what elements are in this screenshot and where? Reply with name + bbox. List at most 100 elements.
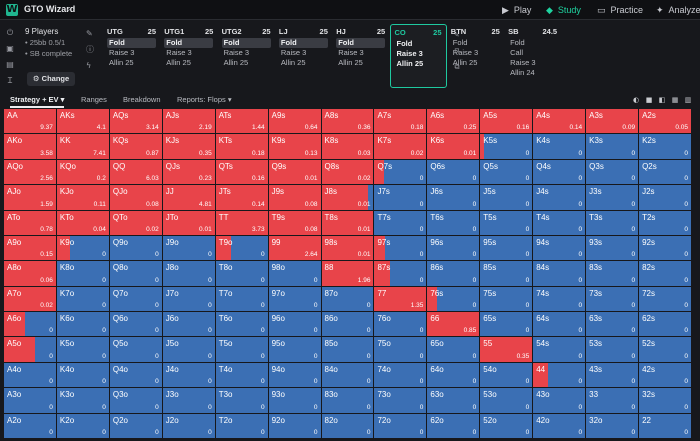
position-card-lj[interactable]: LJ 25 Fold Raise 3 Allin 25 <box>275 24 332 88</box>
action-option[interactable]: Allin 25 <box>280 58 306 67</box>
hand-cell[interactable]: 95o 0 <box>268 337 322 363</box>
hand-cell[interactable]: A9o 0.15 <box>4 235 57 262</box>
hand-cell[interactable]: QQ 6.03 <box>109 159 163 186</box>
hand-cell[interactable]: 53o 0 <box>480 388 534 414</box>
view-table-icon[interactable]: ▥ <box>684 96 692 104</box>
hand-cell[interactable]: K3o 0 <box>56 388 110 414</box>
hand-cell[interactable]: J5o 0 <box>162 337 216 363</box>
hand-cell[interactable]: AQs 3.14 <box>109 109 163 135</box>
hand-cell[interactable]: K9s 0.13 <box>268 134 322 160</box>
hand-cell[interactable]: J8s 0.01 <box>321 185 375 211</box>
action-option[interactable]: Fold <box>452 38 468 47</box>
hand-cell[interactable]: J5s 0 <box>480 185 534 211</box>
pencil-icon[interactable]: ✎ <box>86 29 93 38</box>
hand-cell[interactable]: 86s 0 <box>427 261 481 287</box>
hand-cell[interactable]: 82s 0 <box>639 261 692 287</box>
hand-cell[interactable]: AJs 2.19 <box>162 109 216 135</box>
hand-cell[interactable]: A2o 0 <box>4 413 57 439</box>
hand-cell[interactable]: AJo 1.59 <box>4 185 57 211</box>
hand-cell[interactable]: 53s 0 <box>586 337 640 363</box>
hand-cell[interactable]: 65s 0 <box>480 312 534 338</box>
hand-cell[interactable]: 93o 0 <box>268 388 322 414</box>
action-option[interactable]: Raise 3 <box>280 48 307 57</box>
hand-cell[interactable]: J9s 0.08 <box>268 185 322 211</box>
hand-cell[interactable]: K5s 0 <box>480 134 534 160</box>
action-option[interactable]: Raise 3 <box>166 48 192 57</box>
hand-cell[interactable]: T9s 0.08 <box>268 210 322 236</box>
hand-cell[interactable]: KQo 0.2 <box>56 159 110 186</box>
hand-cell[interactable]: K3s 0 <box>586 134 640 160</box>
hand-cell[interactable]: A7s 0.18 <box>374 109 428 135</box>
action-option[interactable]: Fold <box>510 38 525 47</box>
hand-cell[interactable]: 94o 0 <box>268 362 322 389</box>
position-card-utg[interactable]: UTG 25 Fold Raise 3 Allin 25 <box>103 24 160 88</box>
action-option[interactable]: Raise 3 <box>338 48 364 57</box>
hand-cell[interactable]: 72s 0 <box>639 286 692 313</box>
hand-cell[interactable]: 76s 0 <box>427 286 481 313</box>
hand-cell[interactable]: 86o 0 <box>321 312 375 338</box>
hand-cell[interactable]: J3o 0 <box>162 388 216 414</box>
hand-cell[interactable]: T5o 0 <box>215 337 269 363</box>
hand-cell[interactable]: 95s 0 <box>480 235 534 262</box>
action-option[interactable]: Raise 3 <box>510 58 536 67</box>
tab-ranges[interactable]: Ranges <box>81 94 107 108</box>
save-icon[interactable]: ▣ <box>6 44 14 53</box>
hand-cell[interactable]: A5s 0.16 <box>480 109 534 135</box>
hand-cell[interactable]: 96o 0 <box>268 312 322 338</box>
hand-cell[interactable]: A6s 0.25 <box>427 109 481 135</box>
action-option[interactable]: Allin 24 <box>510 68 535 77</box>
hand-cell[interactable]: K8s 0.03 <box>321 134 375 160</box>
hand-cell[interactable]: 88 1.96 <box>321 261 375 287</box>
hand-cell[interactable]: 94s 0 <box>533 235 587 262</box>
hand-cell[interactable]: QJo 0.08 <box>109 185 163 211</box>
hand-cell[interactable]: KQs 0.87 <box>109 134 163 160</box>
lock-icon[interactable]: ⊓ <box>454 47 460 55</box>
hand-cell[interactable]: Q3s 0 <box>586 159 640 186</box>
hand-cell[interactable]: A7o 0.02 <box>4 286 57 313</box>
hand-cell[interactable]: T5s 0 <box>480 210 534 236</box>
action-option[interactable]: Raise 3 <box>223 48 250 57</box>
change-button[interactable]: ⚙ Change <box>27 72 75 86</box>
hand-cell[interactable]: 43o 0 <box>533 388 587 414</box>
hand-cell[interactable]: T6o 0 <box>215 312 269 338</box>
hand-cell[interactable]: J2o 0 <box>162 413 216 439</box>
pencil-icon[interactable]: ✎ <box>453 31 460 39</box>
view-grid-icon[interactable]: ▦ <box>671 96 679 104</box>
hand-cell[interactable]: 92s 0 <box>639 235 692 262</box>
hand-cell[interactable]: J6o 0 <box>162 312 216 338</box>
action-option[interactable]: Fold <box>107 38 156 48</box>
folder-icon[interactable]: ▤ <box>6 60 14 69</box>
position-card-utg1[interactable]: UTG1 25 Fold Raise 3 Allin 25 <box>160 24 217 88</box>
action-option[interactable]: Fold <box>164 38 214 48</box>
hand-cell[interactable]: A2s 0.05 <box>639 109 692 135</box>
hand-cell[interactable]: 85s 0 <box>480 261 534 287</box>
hand-cell[interactable]: T2s 0 <box>639 210 692 236</box>
hand-cell[interactable]: 76o 0 <box>374 312 428 338</box>
hand-cell[interactable]: 42o 0 <box>533 413 587 439</box>
hand-cell[interactable]: 66 0.85 <box>427 312 481 338</box>
hand-cell[interactable]: Q2s 0 <box>639 159 692 186</box>
hand-cell[interactable]: 85o 0 <box>321 337 375 363</box>
hand-cell[interactable]: Q2o 0 <box>109 413 163 439</box>
hand-cell[interactable]: 77 1.35 <box>374 286 428 313</box>
hand-cell[interactable]: J2s 0 <box>639 185 692 211</box>
action-option[interactable]: Call <box>510 48 524 57</box>
action-option[interactable]: Raise 3 <box>452 48 479 57</box>
hand-cell[interactable]: Q7s 0 <box>374 159 428 186</box>
hand-cell[interactable]: 52o 0 <box>480 413 534 439</box>
hand-cell[interactable]: Q4o 0 <box>109 362 163 389</box>
position-card-co[interactable]: CO 25 Fold Raise 3 Allin 25 ✎ ⊓ ⧉ <box>389 24 460 88</box>
chevron-down-icon[interactable]: ⌄ <box>65 4 72 13</box>
position-card-hj[interactable]: HJ 25 Fold Raise 3 Allin 25 <box>332 24 389 88</box>
hand-cell[interactable]: J9o 0 <box>162 235 216 262</box>
action-option[interactable]: Raise 3 <box>109 48 135 57</box>
hand-cell[interactable]: 44 0 <box>533 362 587 389</box>
hand-cell[interactable]: T8o 0 <box>215 261 269 287</box>
hand-cell[interactable]: KJo 0.11 <box>56 185 110 211</box>
hand-cell[interactable]: J7s 0 <box>374 185 428 211</box>
hand-cell[interactable]: 32s 0 <box>639 388 692 414</box>
tab-reports-flops[interactable]: Reports: Flops ▾ <box>177 94 232 108</box>
hand-cell[interactable]: 62s 0 <box>639 312 692 338</box>
hand-cell[interactable]: QJs 0.23 <box>162 159 216 186</box>
hand-cell[interactable]: 84o 0 <box>321 362 375 389</box>
